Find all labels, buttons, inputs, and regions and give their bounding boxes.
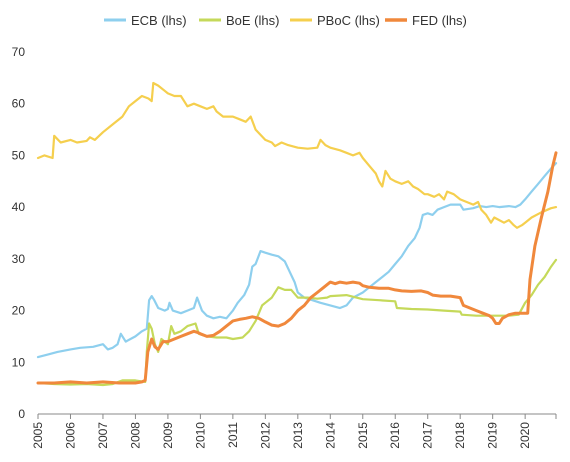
x-tick-label-2006: 2006 — [63, 422, 77, 449]
y-axis-tick-labels: 0 10 20 30 40 50 60 70 — [12, 45, 26, 421]
y-tick-label-70: 70 — [12, 45, 26, 59]
legend: ECB (lhs) BoE (lhs) PBoC (lhs) FED (lhs) — [104, 13, 467, 28]
legend-label-boe: BoE (lhs) — [226, 13, 279, 28]
x-tick-label-2010: 2010 — [193, 422, 207, 449]
x-tick-label-2012: 2012 — [258, 422, 272, 449]
x-tick-label-2015: 2015 — [356, 422, 370, 449]
x-tick-label-2013: 2013 — [291, 422, 305, 449]
legend-label-pboc: PBoC (lhs) — [317, 13, 380, 28]
x-tick-label-2005: 2005 — [31, 422, 45, 449]
legend-label-fed: FED (lhs) — [412, 13, 467, 28]
x-tick-label-2014: 2014 — [323, 422, 337, 449]
x-tick-label-2017: 2017 — [421, 422, 435, 449]
x-tick-label-2011: 2011 — [226, 422, 240, 448]
y-tick-label-60: 60 — [12, 97, 26, 111]
x-tick-label-2008: 2008 — [128, 422, 142, 449]
x-tick-label-2009: 2009 — [161, 422, 175, 449]
series-line-ecb — [36, 162, 558, 359]
y-tick-label-0: 0 — [18, 407, 25, 421]
x-axis-ticks: 2005 2006 2007 2008 2009 2010 2011 2012 2013 2014… — [31, 414, 557, 449]
y-tick-label-10: 10 — [12, 355, 26, 369]
series-lines — [36, 81, 558, 387]
x-tick-label-2018: 2018 — [453, 422, 467, 449]
legend-label-ecb: ECB (lhs) — [131, 13, 187, 28]
x-tick-label-2020: 2020 — [518, 422, 532, 449]
x-tick-label-2007: 2007 — [96, 422, 110, 449]
x-tick-label-2019: 2019 — [486, 422, 500, 449]
y-tick-label-50: 50 — [12, 148, 26, 162]
series-line-fed — [36, 151, 558, 385]
series-line-boe — [36, 258, 558, 387]
y-tick-label-20: 20 — [12, 304, 26, 318]
x-tick-label-2016: 2016 — [388, 422, 402, 449]
y-tick-label-40: 40 — [12, 200, 26, 214]
series-line-pboc — [36, 81, 558, 229]
y-tick-label-30: 30 — [12, 252, 26, 266]
